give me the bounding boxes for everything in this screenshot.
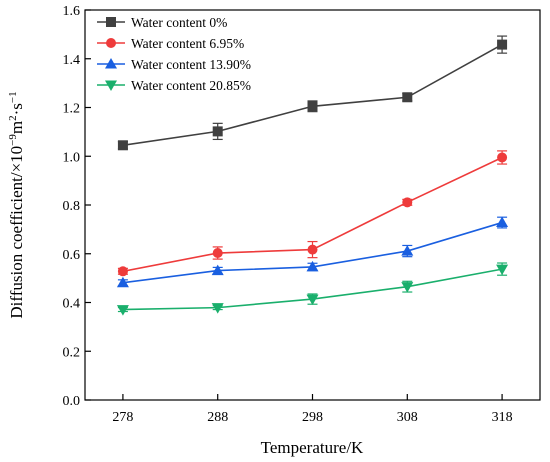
data-point-square [212, 126, 223, 137]
y-tick-label: 0.8 [63, 199, 81, 214]
data-point-triangle-up [105, 58, 117, 69]
y-axis-title-part: −9 [7, 134, 19, 146]
y-axis-title-part: 2 [7, 115, 19, 121]
data-point-triangle-down [496, 264, 509, 276]
data-point-square [402, 92, 413, 103]
legend-label: Water content 20.85% [131, 78, 251, 93]
legend-entry: Water content 6.95% [97, 36, 244, 51]
series-2 [116, 216, 509, 288]
y-axis-title-part: Diffusion coefficient/×10 [7, 146, 26, 319]
data-point-circle [212, 248, 223, 259]
data-point-triangle-down [105, 80, 117, 91]
series-1 [117, 150, 508, 277]
data-point-triangle-down [401, 282, 414, 293]
legend-label: Water content 13.90% [131, 57, 251, 72]
x-axis-title: Temperature/K [261, 438, 364, 457]
legend-entry: Water content 20.85% [97, 78, 251, 93]
x-tick-label: 278 [112, 410, 133, 425]
data-point-circle [497, 152, 508, 163]
data-point-triangle-up [306, 260, 319, 272]
data-point-circle [307, 244, 318, 255]
data-point-square [117, 140, 128, 151]
y-tick-label: 1.4 [63, 53, 81, 68]
y-tick-label: 0.0 [63, 394, 81, 409]
y-axis-title-part: m [7, 121, 26, 134]
data-point-triangle-down [211, 303, 224, 314]
y-axis-title-part: ·s [7, 103, 26, 115]
data-point-triangle-up [116, 276, 129, 288]
data-point-square [106, 17, 116, 27]
series-3 [116, 262, 509, 316]
y-tick-label: 1.6 [63, 4, 81, 19]
legend-entry: Water content 0% [97, 15, 227, 30]
data-point-circle [402, 197, 413, 208]
y-tick-label: 1.0 [63, 150, 81, 165]
y-tick-label: 0.6 [63, 248, 81, 263]
y-tick-label: 1.2 [63, 102, 81, 117]
series-0 [117, 35, 508, 151]
y-tick-label: 0.2 [63, 345, 81, 360]
x-tick-label: 298 [302, 410, 323, 425]
y-axis-title: Diffusion coefficient/×10−9m2·s−1 [7, 91, 26, 318]
data-point-square [307, 101, 318, 112]
data-point-triangle-down [116, 305, 129, 316]
y-axis-title-part: −1 [7, 91, 19, 103]
data-point-triangle-up [401, 245, 414, 256]
data-point-circle [106, 38, 116, 48]
data-point-circle [117, 266, 128, 277]
x-tick-label: 308 [397, 410, 418, 425]
x-tick-label: 288 [207, 410, 228, 425]
legend: Water content 0% Water content 6.95% Water… [97, 15, 251, 93]
data-point-triangle-down [306, 294, 319, 306]
legend-label: Water content 0% [131, 15, 227, 30]
legend-label: Water content 6.95% [131, 36, 244, 51]
y-tick-label: 0.4 [63, 297, 81, 312]
plot-area [116, 35, 509, 316]
legend-entry: Water content 13.90% [97, 57, 251, 72]
data-point-triangle-up [211, 264, 224, 276]
axes: 0.0 0.2 0.4 0.6 0.8 1.0 1.2 1.4 1.6 278 288 298 308 3… [63, 4, 513, 425]
x-tick-label: 318 [492, 410, 513, 425]
data-point-triangle-up [496, 216, 509, 228]
data-point-square [497, 39, 508, 50]
